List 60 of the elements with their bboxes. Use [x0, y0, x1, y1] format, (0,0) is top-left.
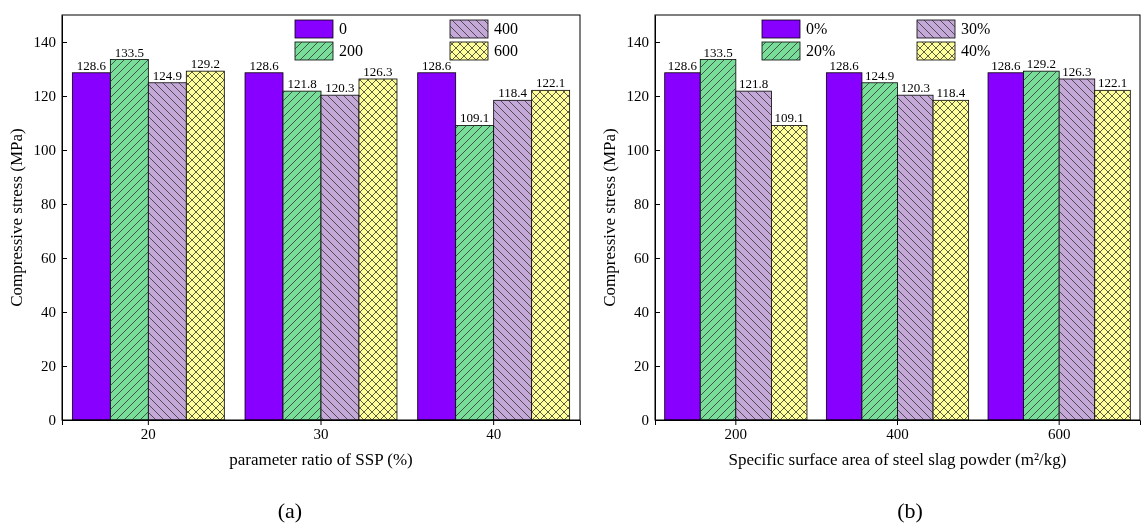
x-tick-label: 400: [886, 425, 909, 442]
x-axis-title: parameter ratio of SSP (%): [229, 450, 413, 469]
y-tick-label: 120: [33, 88, 56, 105]
legend-label: 600: [494, 42, 518, 59]
data-label: 128.6: [249, 57, 280, 73]
y-tick-label: 120: [626, 88, 649, 105]
data-label: 124.9: [152, 67, 182, 83]
y-tick-label: 80: [41, 196, 56, 213]
data-label: 120.3: [325, 80, 355, 96]
data-label: 133.5: [703, 44, 733, 60]
x-tick-label: 30: [313, 425, 329, 442]
y-tick-label: 0: [641, 412, 649, 429]
data-label: 129.2: [1026, 56, 1057, 72]
data-label: 124.9: [865, 67, 895, 83]
y-tick-label: 100: [626, 142, 649, 159]
y-tick-label: 20: [634, 358, 649, 375]
data-label: 128.6: [829, 57, 860, 73]
y-tick-label: 40: [634, 304, 649, 321]
data-label: 122.1: [536, 75, 566, 91]
data-label: 120.3: [900, 80, 930, 96]
y-tick-label: 140: [33, 34, 56, 51]
y-tick-label: 60: [41, 250, 56, 267]
data-label: 129.2: [190, 56, 220, 72]
data-label: 128.6: [667, 57, 698, 73]
x-tick-label: 20: [140, 425, 156, 442]
legend-label: 20%: [806, 42, 836, 59]
x-tick-label: 200: [724, 425, 748, 442]
legend-label: 40%: [961, 42, 991, 59]
y-tick-label: 0: [48, 412, 56, 429]
y-tick-label: 80: [634, 196, 649, 213]
y-axis-title: Compressive stress (MPa): [600, 128, 619, 307]
data-label: 128.6: [991, 57, 1021, 73]
legend-label: 30%: [961, 20, 991, 37]
y-tick-label: 100: [33, 142, 56, 159]
y-tick-label: 60: [634, 250, 649, 267]
text: (a): [277, 498, 303, 523]
data-label: 126.3: [1062, 63, 1092, 79]
x-axis-title: Specific surface area of steel slag powder (m²/kg): [728, 450, 1067, 469]
data-label: 122.1: [1097, 75, 1128, 91]
text: (b): [897, 498, 923, 523]
y-axis-title: Compressive stress (MPa): [7, 128, 26, 307]
y-tick-label: 140: [626, 34, 649, 51]
data-label: 118.4: [936, 85, 966, 101]
data-label: 121.8: [287, 76, 317, 92]
y-tick-label: 20: [41, 358, 56, 375]
x-tick-label: 40: [486, 425, 502, 442]
legend-label: 200: [339, 42, 363, 59]
data-label: 128.6: [422, 57, 452, 73]
data-label: 133.5: [114, 44, 144, 60]
data-label: 109.1: [460, 110, 490, 126]
data-label: 109.1: [774, 110, 804, 126]
data-label: 118.4: [498, 85, 528, 101]
y-tick-label: 40: [41, 304, 56, 321]
data-label: 126.3: [363, 63, 393, 79]
legend-label: 400: [494, 20, 518, 37]
legend-label: 0: [339, 20, 347, 37]
data-label: 128.6: [76, 57, 107, 73]
legend-label: 0%: [806, 20, 828, 37]
data-label: 121.8: [738, 76, 769, 92]
x-tick-label: 600: [1047, 425, 1071, 442]
